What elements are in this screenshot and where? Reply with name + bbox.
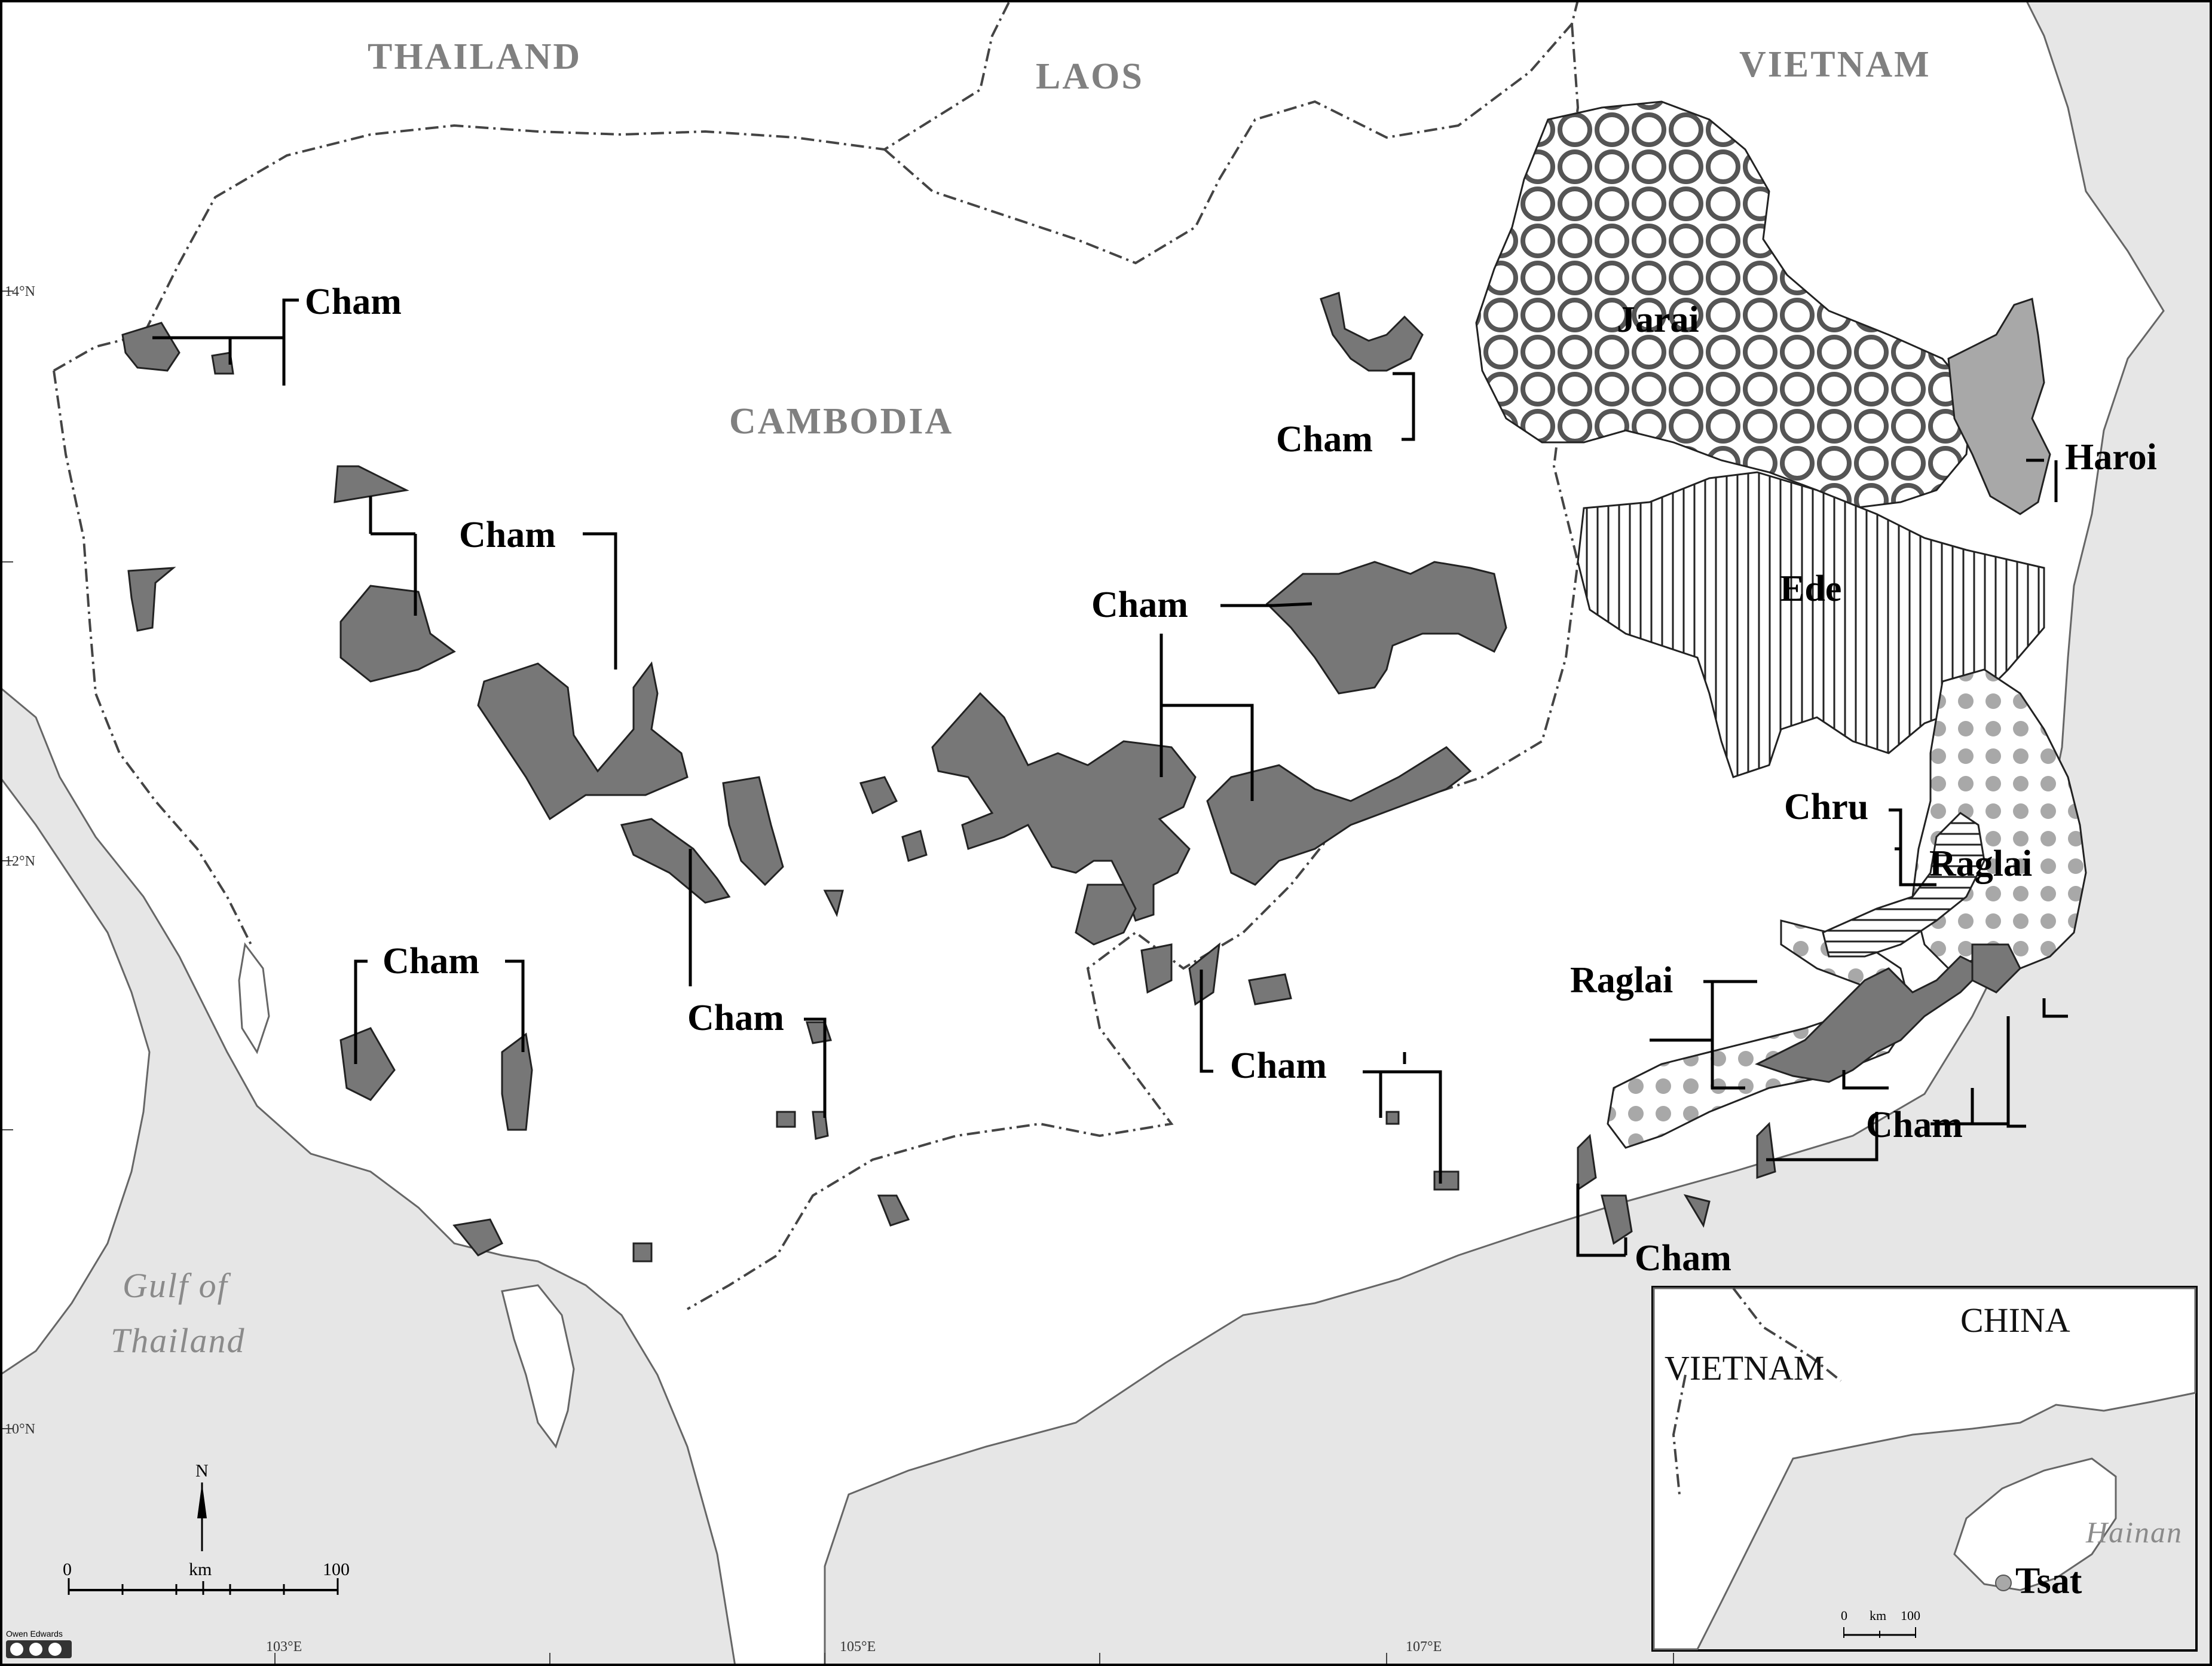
lat-12n: 12°N	[5, 854, 35, 869]
label-cham-4: Cham	[1091, 585, 1188, 625]
label-haroi: Haroi	[2065, 437, 2157, 478]
lon-103e: 103°E	[266, 1639, 302, 1655]
label-cham-1: Cham	[305, 282, 402, 322]
ede-area	[1577, 471, 2045, 778]
label-cham-8: Cham	[1866, 1105, 1963, 1145]
label-laos: LAOS	[1036, 56, 1144, 97]
scale-bar: N 0 km 100	[63, 1461, 350, 1595]
haroi-area	[1947, 298, 2051, 515]
label-cham-5: Cham	[383, 941, 479, 982]
border-thailand-cambodia-south	[53, 370, 252, 945]
label-chru: Chru	[1784, 787, 1868, 827]
lat-14n: 14°N	[5, 284, 35, 299]
label-thailand: THAILAND	[368, 36, 582, 77]
inset-scale-unit: km	[1870, 1608, 1886, 1623]
label-cham-7: Cham	[1230, 1046, 1327, 1086]
scale-end: 100	[323, 1560, 350, 1579]
credit-author: Owen Edwards	[6, 1629, 63, 1639]
lat-10n: 10°N	[5, 1422, 35, 1437]
leader-lines	[152, 298, 2068, 1257]
scale-unit: km	[189, 1560, 212, 1579]
border-cambodia-laos	[883, 0, 1579, 265]
inset-scale-end: 100	[1901, 1608, 1920, 1623]
lon-107e: 107°E	[1406, 1639, 1442, 1655]
cc-license-icon	[6, 1640, 72, 1658]
north-label: N	[195, 1461, 209, 1481]
label-raglai-2: Raglai	[1570, 960, 1673, 1001]
inset-scale-start: 0	[1841, 1608, 1847, 1623]
label-gulf-line2: Thailand	[111, 1321, 246, 1360]
chru-area	[1822, 812, 1985, 958]
label-cham-9: Cham	[1635, 1238, 1731, 1279]
label-jarai: Jarai	[1617, 299, 1699, 340]
border-thailand-cambodia	[53, 0, 1011, 372]
inset-label-vietnam: VIETNAM	[1665, 1349, 1824, 1387]
inset-map: CHINA VIETNAM Hainan Tsat 0 km 100	[1651, 1286, 2198, 1652]
lon-105e: 105°E	[840, 1639, 876, 1655]
inset-label-china: CHINA	[1960, 1301, 2070, 1340]
western-peninsula	[0, 775, 151, 1376]
inset-label-tsat: Tsat	[2015, 1561, 2082, 1601]
scale-start: 0	[63, 1560, 72, 1579]
label-cham-2: Cham	[1276, 419, 1373, 460]
label-raglai-1: Raglai	[1929, 843, 2032, 884]
inset-label-hainan: Hainan	[2085, 1515, 2183, 1549]
label-ede: Ede	[1780, 568, 1841, 609]
label-cambodia: CAMBODIA	[729, 401, 953, 442]
label-gulf-line1: Gulf of	[123, 1266, 231, 1305]
island-kong	[238, 942, 270, 1054]
label-cham-3: Cham	[459, 515, 556, 555]
island-phu-quoc	[501, 1284, 575, 1449]
label-cham-6: Cham	[687, 998, 784, 1038]
cham-areas	[121, 292, 2021, 1263]
label-vietnam: VIETNAM	[1739, 44, 1931, 85]
jarai-area	[1475, 100, 1974, 509]
